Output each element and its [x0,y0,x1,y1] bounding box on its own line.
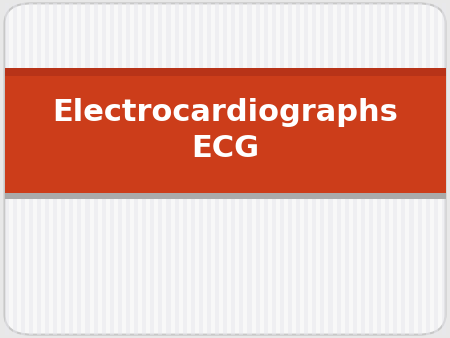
Bar [4,193,446,199]
Bar [4,68,446,193]
Bar [215,3,219,335]
Bar [61,3,65,335]
Bar [142,3,146,335]
Bar [434,3,438,335]
Bar [45,3,49,335]
Bar [86,3,90,335]
Bar [272,3,276,335]
Bar [288,3,292,335]
Bar [264,3,268,335]
Bar [248,3,252,335]
Bar [53,3,57,335]
Text: Electrocardiographs
ECG: Electrocardiographs ECG [52,98,398,163]
Bar [345,3,349,335]
Bar [69,3,73,335]
Bar [393,3,397,335]
Bar [442,3,446,335]
Bar [223,3,227,335]
Bar [4,68,446,76]
Bar [418,3,422,335]
Bar [77,3,81,335]
Bar [118,3,122,335]
Bar [369,3,373,335]
Bar [110,3,114,335]
Bar [296,3,300,335]
Bar [166,3,171,335]
Bar [207,3,211,335]
Bar [377,3,381,335]
Bar [4,3,9,335]
Bar [94,3,98,335]
Bar [175,3,179,335]
FancyBboxPatch shape [4,3,446,335]
Bar [312,3,316,335]
Bar [29,3,33,335]
Bar [410,3,414,335]
Bar [280,3,284,335]
Bar [239,3,243,335]
Bar [353,3,357,335]
Bar [13,3,17,335]
Bar [134,3,138,335]
Bar [126,3,130,335]
Bar [191,3,195,335]
Bar [401,3,405,335]
Bar [183,3,187,335]
Bar [102,3,106,335]
Bar [337,3,341,335]
Bar [199,3,203,335]
Bar [304,3,308,335]
Bar [256,3,260,335]
Bar [37,3,41,335]
Bar [385,3,389,335]
Bar [21,3,25,335]
Bar [361,3,365,335]
Bar [320,3,324,335]
Bar [231,3,235,335]
Bar [328,3,333,335]
Bar [150,3,154,335]
Bar [426,3,430,335]
Bar [158,3,162,335]
